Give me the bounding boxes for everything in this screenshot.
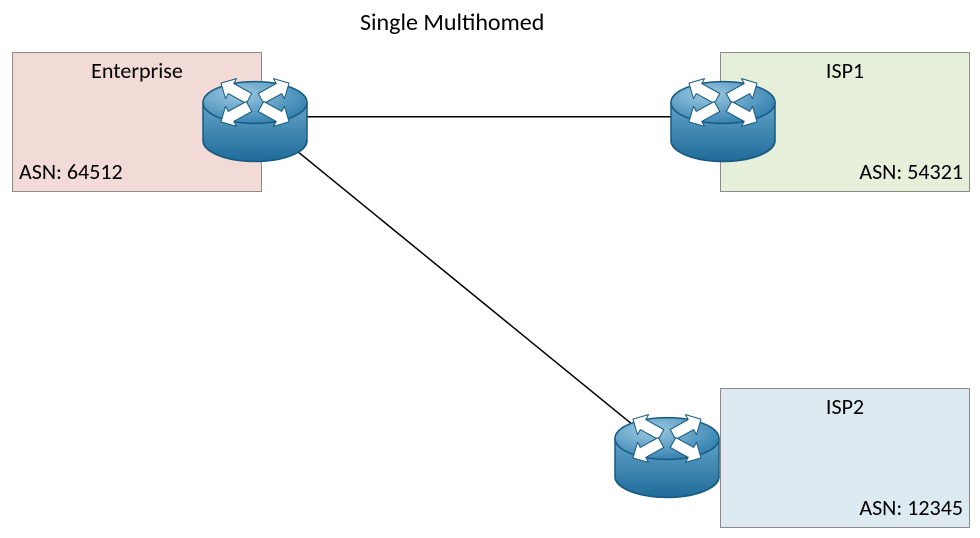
diagram-title: Single Multihomed: [360, 8, 544, 37]
zone-enterprise-title: Enterprise: [91, 57, 183, 84]
zone-isp1-asn: ASN: 54321: [859, 158, 963, 185]
router-enterprise: [200, 74, 310, 169]
zone-isp2-asn: ASN: 12345: [859, 494, 963, 521]
router-isp1: [668, 74, 778, 169]
router-icon: [668, 74, 778, 169]
zone-isp1-title: ISP1: [826, 57, 864, 84]
diagram-canvas: Single Multihomed Enterprise ASN: 64512 …: [0, 0, 980, 538]
router-icon: [612, 410, 722, 505]
link-line: [255, 117, 667, 453]
zone-isp2: ISP2 ASN: 12345: [720, 388, 970, 528]
router-icon: [200, 74, 310, 169]
zone-enterprise-asn: ASN: 64512: [19, 158, 123, 185]
router-isp2: [612, 410, 722, 505]
zone-isp2-title: ISP2: [826, 393, 864, 420]
